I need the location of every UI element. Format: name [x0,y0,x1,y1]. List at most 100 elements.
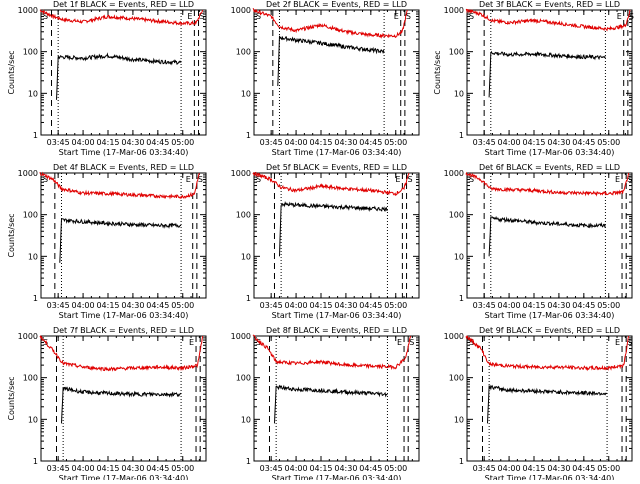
x-tick-label: 04:00 [285,301,308,310]
x-tick-label: 03:45 [473,464,496,473]
x-axis-label: Start Time (17-Mar-06 03:34:40) [59,311,189,320]
y-tick-label: 1000 [444,169,464,178]
detector-panel: Det 6f BLACK = Events, RED = LLD 1 10 100 10… [444,163,633,320]
events-rate-line [56,52,182,100]
x-tick-label: 03:45 [260,301,283,310]
detector-panel: Det 5f BLACK = Events, RED = LLD 1 10 100 10… [231,163,420,320]
x-axis-label: Start Time (17-Mar-06 03:34:40) [59,148,189,157]
x-tick-label: 04:45 [146,138,169,147]
events-rate-line [61,386,182,424]
segment-marker-label: E [615,175,620,184]
x-tick-label: 04:15 [96,138,119,147]
events-rate-line [487,384,608,424]
detector-panel: Det 8f BLACK = Events, RED = LLD 1 10 100 10… [231,326,420,483]
x-tick-label: 04:45 [146,464,169,473]
x-tick-label: 05:00 [171,464,194,473]
y-axis-label: Counts/sec [7,50,16,94]
x-axis-label: Start Time (17-Mar-06 03:34:40) [272,474,402,480]
y-tick-label: 1000 [231,169,251,178]
segment-marker-label: S [256,175,261,184]
x-tick-label: 05:00 [597,464,620,473]
x-tick-label: 04:15 [309,138,332,147]
x-tick-label: 03:45 [473,301,496,310]
y-tick-label: 1 [33,457,38,466]
plot-frame [40,9,207,136]
x-tick-label: 04:00 [498,464,521,473]
x-tick-label: 05:00 [171,138,194,147]
panel-title: Det 5f BLACK = Events, RED = LLD [266,163,407,172]
detector-panel: Det 2f BLACK = Events, RED = LLD 1 10 100 10… [231,0,420,157]
y-tick-label: 10 [241,252,251,261]
panel-title: Det 4f BLACK = Events, RED = LLD [53,163,194,172]
panel-title: Det 2f BLACK = Events, RED = LLD [266,0,407,9]
segment-marker-label: E [394,12,399,21]
panel-title: Det 6f BLACK = Events, RED = LLD [479,163,620,172]
y-tick-label: 1 [459,457,464,466]
x-tick-label: 05:00 [597,301,620,310]
lld-rate-line [252,171,410,197]
y-tick-label: 100 [23,211,38,220]
detector-panel: Det 4f BLACK = Events, RED = LLD 1 10 100 10… [7,163,207,320]
plot-frame [253,9,420,136]
x-tick-label: 04:15 [96,464,119,473]
x-axis-label: Start Time (17-Mar-06 03:34:40) [272,311,402,320]
x-tick-label: 04:30 [547,138,570,147]
x-tick-label: 04:45 [572,464,595,473]
plot-frame [466,9,633,136]
x-tick-label: 04:15 [96,301,119,310]
y-tick-label: 100 [236,374,251,383]
x-axis-label: Start Time (17-Mar-06 03:34:40) [485,474,615,480]
x-tick-label: 04:00 [498,301,521,310]
y-tick-label: 100 [449,211,464,220]
y-tick-label: 1 [246,294,251,303]
x-tick-label: 04:15 [309,301,332,310]
panel-title: Det 7f BLACK = Events, RED = LLD [53,326,194,335]
events-rate-line [488,50,606,98]
x-tick-label: 04:45 [359,464,382,473]
x-tick-label: 05:00 [384,138,407,147]
x-tick-label: 03:45 [260,138,283,147]
detector-panel: Det 3f BLACK = Events, RED = LLD 1 10 100 10… [433,0,634,157]
y-tick-label: 10 [28,415,38,424]
y-tick-label: 1 [459,294,464,303]
y-tick-label: 10 [241,89,251,98]
x-tick-label: 04:30 [334,464,357,473]
segment-marker-label: S [43,12,48,21]
y-tick-label: 1000 [18,6,38,15]
x-tick-label: 05:00 [384,301,407,310]
plot-frame [466,172,633,299]
segment-marker-label: S [469,12,474,21]
x-tick-label: 03:45 [47,464,70,473]
plot-frame [253,335,420,462]
x-axis-label: Start Time (17-Mar-06 03:34:40) [59,474,189,480]
y-tick-label: 1 [459,131,464,140]
y-tick-label: 1000 [444,332,464,341]
x-axis-label: Start Time (17-Mar-06 03:34:40) [485,311,615,320]
lld-rate-line [39,335,204,372]
x-tick-label: 04:30 [334,301,357,310]
events-rate-line [274,384,388,424]
y-tick-label: 1 [33,131,38,140]
x-tick-label: 04:45 [359,138,382,147]
y-tick-label: 1 [246,131,251,140]
x-tick-label: 04:00 [72,301,95,310]
x-tick-label: 04:15 [522,138,545,147]
x-tick-label: 03:45 [260,464,283,473]
panel-title: Det 9f BLACK = Events, RED = LLD [479,326,620,335]
y-tick-label: 10 [241,415,251,424]
plot-frame [466,335,633,462]
x-tick-label: 04:45 [146,301,169,310]
lld-rate-line [465,171,630,197]
y-tick-label: 100 [449,48,464,57]
detector-panel: Det 1f BLACK = Events, RED = LLD 1 10 100 10… [7,0,207,157]
segment-marker-label: E [615,338,620,347]
segment-marker-label: S [629,12,634,21]
lld-rate-line [39,9,204,27]
panel-title: Det 8f BLACK = Events, RED = LLD [266,326,407,335]
x-tick-label: 04:30 [121,301,144,310]
x-tick-label: 04:15 [309,464,332,473]
y-axis-label: Counts/sec [7,213,16,257]
y-tick-label: 1000 [444,6,464,15]
x-tick-label: 04:30 [121,138,144,147]
